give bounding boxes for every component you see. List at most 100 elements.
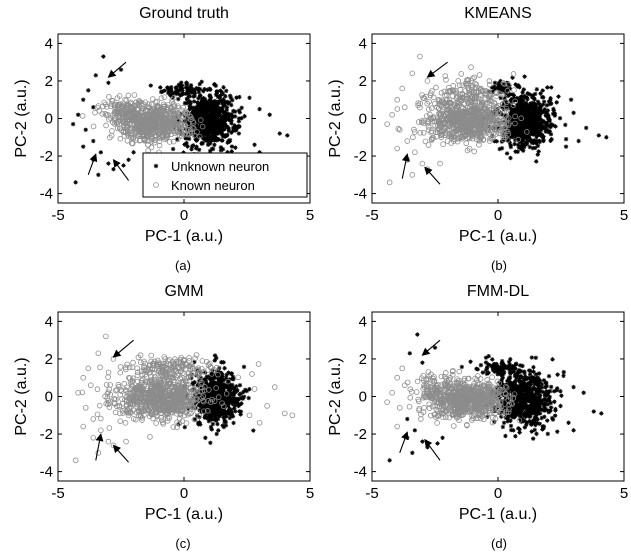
unknown-neuron-point xyxy=(170,92,175,98)
known-neuron-point xyxy=(396,126,403,133)
unknown-neuron-point xyxy=(165,85,170,90)
unknown-neuron-point xyxy=(203,99,208,104)
chart-title: FMM-DL xyxy=(467,283,529,300)
unknown-neuron-point xyxy=(541,95,546,100)
known-neuron-point xyxy=(121,380,128,387)
known-neuron-point xyxy=(187,114,194,120)
unknown-neuron-point xyxy=(510,118,516,124)
unknown-neuron-point xyxy=(527,106,532,111)
unknown-neuron-point xyxy=(533,105,539,111)
unknown-neuron-point xyxy=(506,126,512,131)
known-neuron-point xyxy=(158,114,165,120)
unknown-neuron-point xyxy=(162,88,167,93)
unknown-neuron-point xyxy=(521,136,526,141)
unknown-neuron-point xyxy=(201,136,206,141)
unknown-neuron-point xyxy=(229,130,234,135)
unknown-neuron-point xyxy=(220,138,225,143)
unknown-neuron-point xyxy=(503,112,509,118)
known-neuron-point xyxy=(115,101,122,108)
unknown-neuron-point xyxy=(211,132,216,138)
known-neuron-point xyxy=(389,111,395,118)
known-neuron-point xyxy=(246,412,253,419)
unknown-neuron-point xyxy=(196,101,201,106)
known-neuron-point xyxy=(190,118,196,125)
unknown-neuron-point xyxy=(525,110,530,116)
unknown-neuron-point xyxy=(187,120,193,125)
unknown-neuron-point xyxy=(237,383,243,388)
known-neuron-point xyxy=(148,124,155,130)
unknown-neuron-point xyxy=(86,88,91,93)
unknown-neuron-point xyxy=(522,119,527,125)
unknown-neuron-point xyxy=(196,147,202,152)
unknown-neuron-point xyxy=(203,106,208,111)
unknown-neuron-point xyxy=(530,121,535,127)
known-neuron-point xyxy=(394,145,401,152)
known-neuron-point xyxy=(112,108,118,115)
unknown-neuron-point xyxy=(218,118,223,123)
unknown-neuron-point xyxy=(236,119,242,124)
known-neuron-point xyxy=(178,130,185,137)
known-neuron-point xyxy=(137,131,144,138)
unknown-neuron-point xyxy=(530,124,535,129)
unknown-neuron-point xyxy=(531,132,536,137)
x-tick-label: 5 xyxy=(306,485,314,502)
known-neuron-point xyxy=(417,53,423,60)
unknown-neuron-point xyxy=(252,142,257,147)
unknown-neuron-point xyxy=(527,104,533,109)
unknown-neuron-point xyxy=(516,120,522,125)
known-neuron-point xyxy=(122,420,129,426)
known-neuron-point xyxy=(386,179,393,186)
unknown-neuron-point xyxy=(224,133,229,139)
unknown-neuron-point xyxy=(212,138,217,143)
known-neuron-point xyxy=(501,125,508,131)
unknown-neuron-point xyxy=(499,112,505,117)
unknown-neuron-point xyxy=(510,75,515,80)
unknown-neuron-point xyxy=(514,125,519,130)
unknown-neuron-point xyxy=(207,93,213,98)
unknown-neuron-point xyxy=(507,121,512,127)
known-neuron-point xyxy=(87,382,94,389)
known-neuron-point xyxy=(394,96,401,103)
unknown-neuron-point xyxy=(257,150,262,155)
unknown-neuron-point xyxy=(538,127,544,133)
known-neuron-point xyxy=(142,108,149,115)
unknown-neuron-point xyxy=(202,110,208,116)
unknown-neuron-point xyxy=(195,106,201,111)
known-neuron-point xyxy=(103,333,109,340)
known-neuron-point xyxy=(141,123,147,130)
unknown-neuron-point xyxy=(513,97,518,103)
known-neuron-point xyxy=(119,396,125,402)
unknown-neuron-point xyxy=(216,137,221,142)
unknown-neuron-point xyxy=(549,85,554,90)
unknown-neuron-point xyxy=(524,135,529,140)
known-neuron-point xyxy=(117,418,124,424)
unknown-neuron-point xyxy=(515,130,520,135)
unknown-neuron-point xyxy=(568,97,574,102)
unknown-neuron-point xyxy=(557,116,563,121)
known-neuron-point xyxy=(428,105,435,111)
unknown-neuron-point xyxy=(231,125,236,131)
known-neuron-point xyxy=(107,382,114,388)
unknown-neuron-point xyxy=(506,132,511,138)
known-neuron-point xyxy=(394,106,401,112)
known-neuron-point xyxy=(420,129,427,136)
known-neuron-point xyxy=(147,434,153,440)
unknown-neuron-point xyxy=(213,114,218,120)
unknown-neuron-point xyxy=(489,85,495,90)
unknown-neuron-point xyxy=(227,118,233,123)
known-neuron-point xyxy=(153,132,160,139)
unknown-neuron-point xyxy=(492,87,498,92)
unknown-neuron-point xyxy=(231,126,236,132)
unknown-neuron-point xyxy=(555,372,560,377)
known-neuron-point xyxy=(82,404,89,411)
unknown-neuron-point xyxy=(540,109,546,115)
unknown-neuron-point xyxy=(202,122,208,127)
unknown-neuron-point xyxy=(217,126,222,132)
unknown-neuron-point xyxy=(158,85,163,90)
unknown-neuron-point xyxy=(194,86,199,91)
unknown-neuron-point xyxy=(213,135,218,141)
known-neuron-series xyxy=(384,53,530,186)
unknown-neuron-point xyxy=(515,108,521,113)
